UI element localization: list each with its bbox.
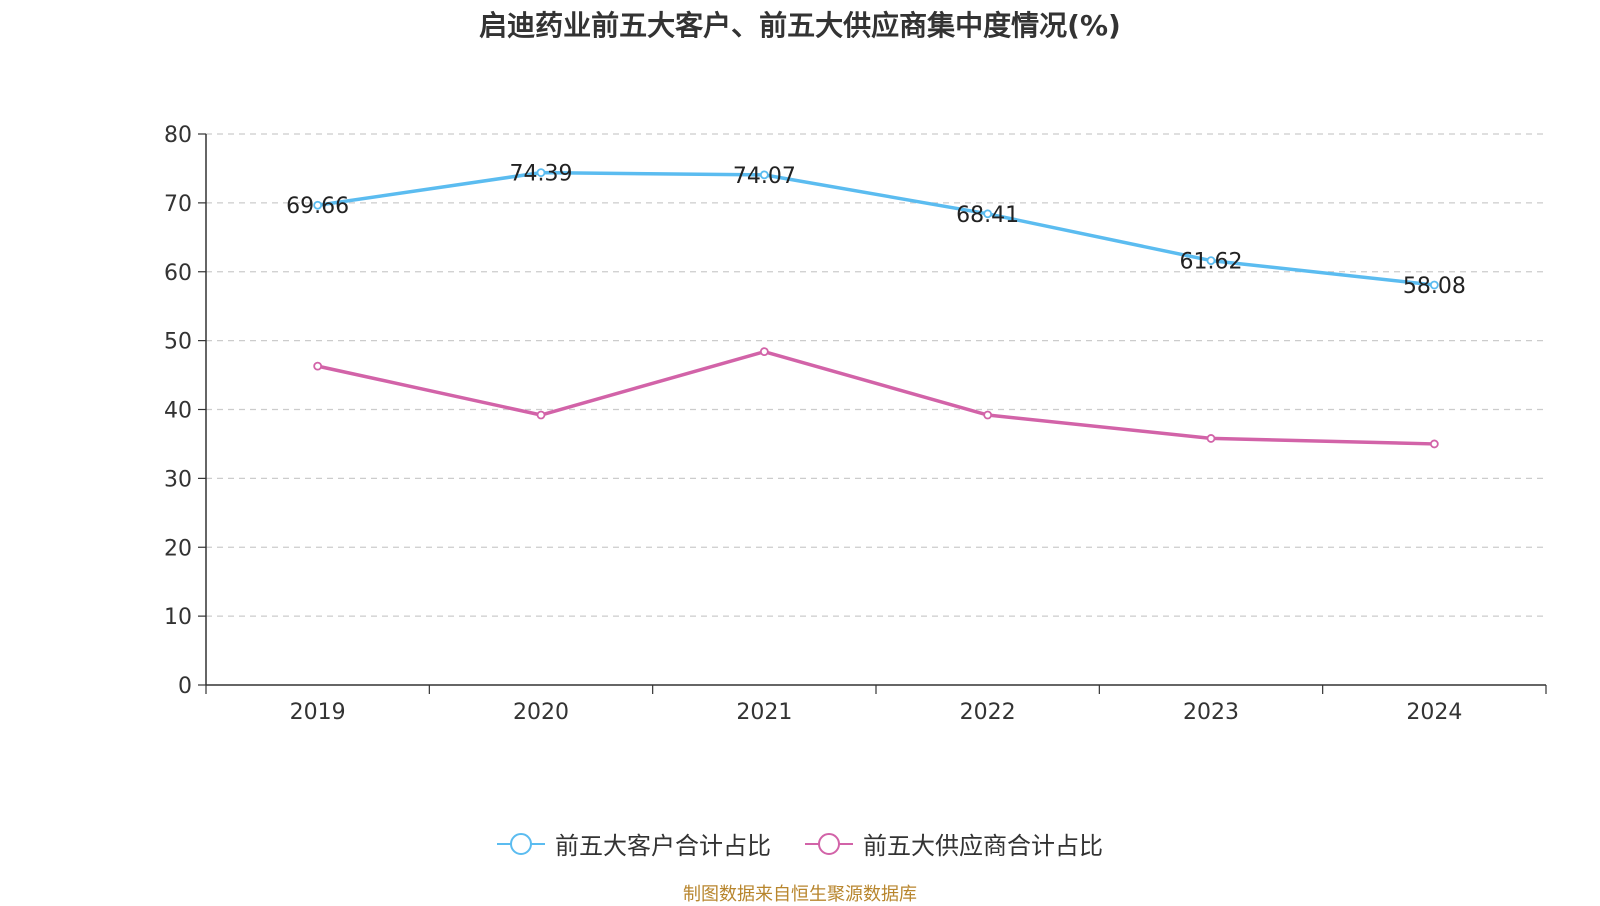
series-point-0 bbox=[983, 209, 993, 219]
x-tick-label: 2024 bbox=[1406, 700, 1462, 725]
y-tick-label: 40 bbox=[164, 399, 192, 424]
chart-title: 启迪药业前五大客户、前五大供应商集中度情况(%) bbox=[479, 9, 1121, 42]
series-point-1 bbox=[313, 361, 323, 371]
x-tick-label: 2022 bbox=[960, 700, 1016, 725]
series-point-0 bbox=[1206, 256, 1216, 265]
y-tick-label: 80 bbox=[164, 123, 192, 148]
legend-swatch-customers-icon bbox=[497, 832, 545, 855]
data-label: 61.62 bbox=[1180, 250, 1243, 275]
y-tick-label: 30 bbox=[164, 467, 192, 492]
data-label: 58.08 bbox=[1403, 274, 1466, 299]
y-tick-label: 0 bbox=[178, 674, 192, 699]
legend: 前五大客户合计占比 前五大供应商合计占比 bbox=[0, 826, 1600, 861]
series-point-0 bbox=[759, 170, 769, 180]
data-label: 74.07 bbox=[733, 164, 796, 189]
legend-item-customers[interactable]: 前五大客户合计占比 bbox=[497, 826, 771, 861]
x-tick-label: 2021 bbox=[736, 700, 792, 725]
y-tick-label: 60 bbox=[164, 261, 192, 286]
x-tick-label: 2023 bbox=[1183, 700, 1239, 725]
y-tick-label: 70 bbox=[164, 192, 192, 217]
y-tick-label: 50 bbox=[164, 330, 192, 355]
x-tick-label: 2019 bbox=[290, 700, 346, 725]
legend-swatch-suppliers-icon bbox=[805, 832, 853, 855]
series-point-1 bbox=[536, 410, 546, 420]
legend-item-suppliers[interactable]: 前五大供应商合计占比 bbox=[805, 826, 1103, 861]
series-point-1 bbox=[1429, 439, 1439, 449]
y-tick-label: 20 bbox=[164, 536, 192, 561]
source-note: 制图数据来自恒生聚源数据库 bbox=[683, 884, 917, 905]
legend-label-customers: 前五大客户合计占比 bbox=[555, 832, 771, 860]
data-label: 68.41 bbox=[956, 203, 1019, 228]
series-point-0 bbox=[1429, 280, 1439, 290]
series-line-0 bbox=[317, 170, 1435, 287]
y-tick-label: 10 bbox=[164, 605, 192, 630]
x-tick-label: 2020 bbox=[513, 700, 569, 725]
series-point-1 bbox=[983, 410, 993, 420]
data-label: 69.66 bbox=[286, 194, 349, 219]
data-label: 74.39 bbox=[510, 162, 573, 187]
legend-label-suppliers: 前五大供应商合计占比 bbox=[863, 832, 1103, 860]
series-point-1 bbox=[759, 347, 769, 357]
series-line-1 bbox=[317, 349, 1435, 446]
series-point-0 bbox=[313, 200, 323, 210]
series-point-0 bbox=[536, 168, 546, 178]
series-point-1 bbox=[1206, 434, 1216, 443]
